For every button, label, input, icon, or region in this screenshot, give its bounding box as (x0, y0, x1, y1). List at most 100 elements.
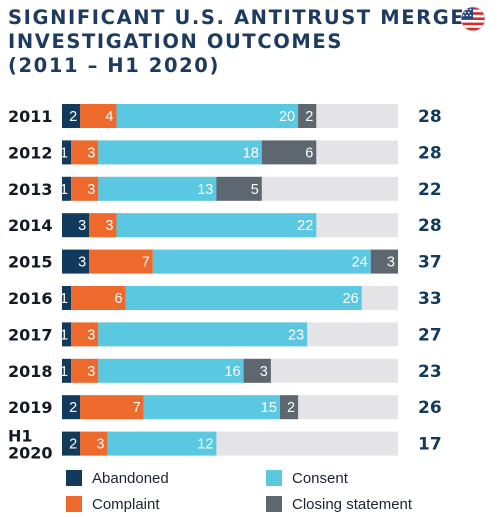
bar-segment-abandoned (62, 322, 72, 347)
category-label: 2020 (8, 444, 53, 463)
bar-row-2019: 2019 2 7 15 2 26 (8, 395, 442, 420)
category-label: 2011 (8, 107, 53, 126)
legend-label-abandoned: Abandoned (92, 469, 169, 487)
data-label-consent: 15 (261, 400, 277, 416)
category-label: 2017 (8, 325, 53, 344)
bar-segment-closing (279, 395, 299, 420)
legend-swatch-complaint (66, 496, 82, 512)
chart-title-line-2: INVESTIGATION OUTCOMES (8, 30, 343, 53)
bar-row-2018: 2018 1 3 16 3 23 (8, 358, 442, 383)
data-label-consent: 13 (197, 182, 213, 198)
us-flag-icon (460, 6, 486, 32)
bar-segment-abandoned (62, 140, 72, 165)
bar-segment-abandoned (62, 249, 90, 274)
bar-segment-abandoned (62, 431, 81, 456)
data-label-complaint: 3 (105, 218, 113, 234)
bar-segment-consent (116, 104, 299, 128)
bar-row-2012: 2012 1 3 18 6 28 (8, 140, 442, 165)
category-label: 2019 (8, 398, 53, 417)
bar-segment-complaint (80, 104, 117, 128)
data-label-consent: 23 (288, 327, 304, 343)
total-label: 28 (418, 143, 442, 163)
total-label: 17 (418, 435, 442, 455)
bar-segment-complaint (71, 140, 99, 165)
data-label-complaint: 3 (96, 437, 104, 453)
total-label: 28 (418, 216, 442, 236)
bar-segment-complaint (71, 322, 99, 347)
bar-segment-abandoned (62, 286, 72, 310)
bar-segment-complaint (89, 249, 153, 274)
legend-label-complaint: Complaint (92, 495, 160, 513)
bar-row-2015: 2015 3 7 24 3 37 (8, 249, 442, 274)
bar-segment-closing (298, 104, 317, 128)
bar-row-2017: 2017 1 3 23 27 (8, 322, 442, 347)
data-label-consent: 24 (352, 255, 368, 271)
bar-segment-abandoned (62, 358, 72, 383)
bar-segment-consent (107, 431, 217, 456)
data-label-abandoned: 1 (60, 291, 68, 307)
legend-item-abandoned: Abandoned (66, 468, 169, 488)
chart-title-line-3: (2011 – H1 2020) (8, 54, 220, 77)
data-label-abandoned: 1 (60, 182, 68, 198)
data-label-abandoned: 1 (60, 327, 68, 343)
total-label: 28 (418, 107, 442, 127)
bar-segment-closing (370, 249, 398, 274)
total-label: 33 (418, 289, 442, 309)
data-label-consent: 16 (224, 364, 240, 380)
bar-segment-consent (152, 249, 371, 274)
legend-swatch-consent (266, 470, 282, 486)
bar-segment-complaint (80, 395, 144, 420)
chart-title: SIGNIFICANT U.S. ANTITRUST MERGER INVEST… (8, 6, 482, 78)
data-label-abandoned: 2 (69, 109, 77, 125)
data-label-abandoned: 2 (69, 400, 77, 416)
bar-segment-abandoned (62, 213, 90, 238)
legend-item-closing-statement: Closing statement (266, 494, 412, 514)
chart-title-line-1: SIGNIFICANT U.S. ANTITRUST MERGER (8, 6, 482, 29)
bar-segment-consent (143, 395, 280, 420)
bar-segment-closing (243, 358, 271, 383)
legend-label-closing-statement: Closing statement (292, 495, 413, 513)
data-label-abandoned: 2 (69, 437, 77, 453)
data-label-closing: 2 (287, 400, 295, 416)
data-label-consent: 20 (279, 109, 295, 125)
legend-item-consent: Consent (266, 468, 348, 488)
bar-segment-consent (98, 322, 308, 347)
bar-segment-consent (98, 140, 262, 165)
data-label-consent: 12 (197, 437, 213, 453)
data-label-abandoned: 1 (60, 364, 68, 380)
category-label: 2014 (8, 216, 53, 235)
bar-segment-complaint (71, 358, 99, 383)
bar-segment-complaint (80, 431, 108, 456)
legend-swatch-closing-statement (266, 496, 282, 512)
legend-swatch-abandoned (66, 470, 82, 486)
data-label-consent: 18 (243, 145, 259, 161)
chart-legend: Abandoned Consent Complaint Closing stat… (0, 464, 500, 514)
data-label-abandoned: 3 (78, 255, 86, 271)
category-label: 2013 (8, 180, 53, 199)
category-label: 2015 (8, 253, 53, 272)
total-label: 37 (418, 253, 442, 273)
bar-row-2013: 2013 1 3 13 5 22 (8, 176, 442, 201)
total-label: 26 (418, 398, 442, 418)
data-label-complaint: 3 (87, 364, 95, 380)
total-label: 22 (418, 180, 442, 200)
bar-segment-consent (98, 176, 217, 201)
data-label-closing: 3 (260, 364, 268, 380)
data-label-closing: 5 (251, 182, 259, 198)
bar-segment-closing (261, 140, 317, 165)
category-label: 2012 (8, 143, 53, 162)
bar-segment-abandoned (62, 104, 81, 128)
data-label-complaint: 3 (87, 145, 95, 161)
bar-segment-consent (116, 213, 317, 238)
data-label-closing: 2 (305, 109, 313, 125)
bar-segment-abandoned (62, 176, 72, 201)
data-label-abandoned: 3 (78, 218, 86, 234)
data-label-closing: 6 (305, 145, 313, 161)
bar-segment-complaint (71, 176, 99, 201)
data-label-complaint: 3 (87, 182, 95, 198)
data-label-consent: 22 (297, 218, 313, 234)
data-label-complaint: 6 (114, 291, 122, 307)
total-label: 23 (418, 362, 442, 382)
